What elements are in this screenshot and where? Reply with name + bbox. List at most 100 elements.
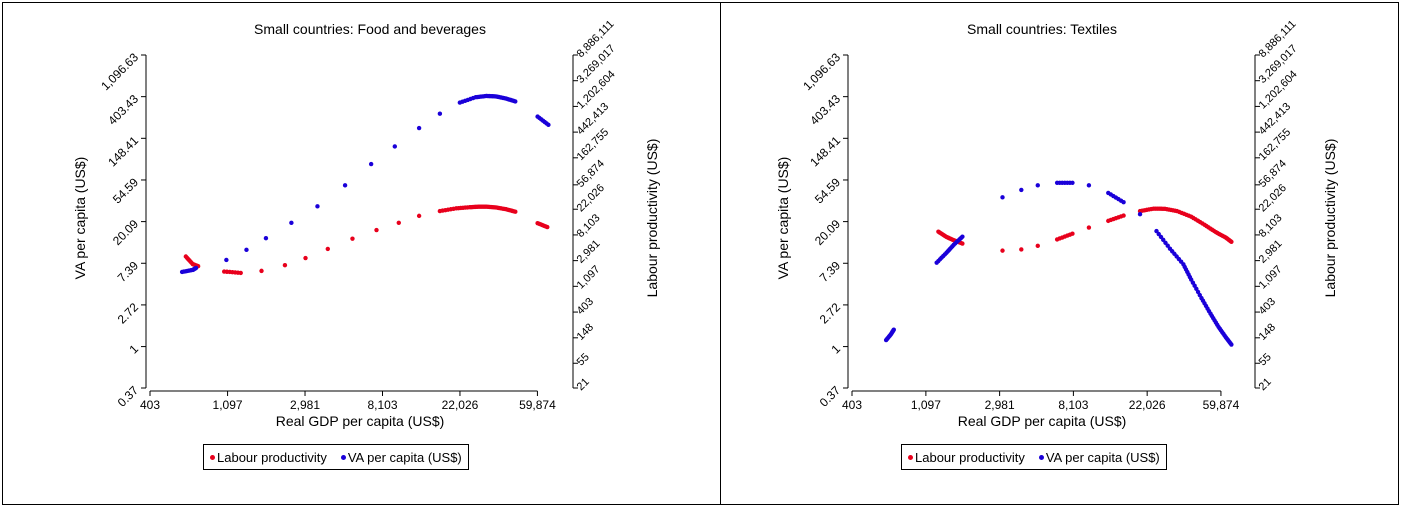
x-tick-label: 1,097 xyxy=(911,398,941,412)
y-tick-label: 1 xyxy=(828,342,843,357)
data-point xyxy=(891,327,896,332)
x-tick-label: 403 xyxy=(140,398,160,412)
data-point xyxy=(960,234,965,239)
legend: Labour productivity VA per capita (US$) xyxy=(203,444,469,470)
data-point xyxy=(545,224,550,230)
axes: 403 1,097 2,981 8,103 22,026 59,8740.3712.727… xyxy=(98,18,618,412)
x-tick-label: 22,026 xyxy=(1129,398,1166,412)
y2-tick-label: 21 xyxy=(1257,376,1274,393)
data-point xyxy=(1000,195,1005,200)
x-tick-label: 59,874 xyxy=(1203,398,1240,412)
data-point xyxy=(368,161,374,167)
data-point xyxy=(263,235,269,241)
x-tick-label: 403 xyxy=(842,398,862,412)
data-point xyxy=(1035,243,1040,249)
data-point xyxy=(513,209,518,214)
y-tick-label: 2.72 xyxy=(817,300,844,327)
series-labour xyxy=(183,204,550,276)
data-point xyxy=(238,270,243,276)
y-tick-label: 403.43 xyxy=(807,92,843,128)
chart-food-beverages: Small countries: Food and beverages Real… xyxy=(72,18,660,429)
y2-tick-label: 2,981 xyxy=(575,238,603,266)
y-tick-label: 0.37 xyxy=(817,383,844,410)
data-point xyxy=(303,255,308,261)
legend-marker-blue-dot xyxy=(1038,454,1044,460)
data-point xyxy=(350,236,355,241)
legend-label: Labour productivity xyxy=(217,449,327,465)
data-point xyxy=(1121,213,1126,218)
x-tick-label: 2,981 xyxy=(290,398,320,412)
legend-label: VA per capita (US$) xyxy=(1045,449,1160,465)
y-tick-label: 1 xyxy=(126,342,141,357)
data-point xyxy=(1019,187,1024,193)
x-tick-label: 8,103 xyxy=(1058,398,1088,412)
data-point xyxy=(224,257,229,263)
chart-title: Small countries: Textiles xyxy=(967,21,1117,37)
data-point xyxy=(513,99,518,104)
y2-tick-label: 21 xyxy=(575,376,592,393)
y2-tick-label: 148 xyxy=(575,321,596,342)
data-point xyxy=(416,213,422,219)
axes: 403 1,097 2,981 8,103 22,026 59,8740.3712.727… xyxy=(800,18,1300,412)
data-point xyxy=(1086,183,1092,188)
data-point xyxy=(1229,342,1234,347)
x-tick-label: 8,103 xyxy=(367,398,397,412)
chart-textiles: Small countries: Textiles Real GDP per c… xyxy=(775,18,1338,429)
data-point xyxy=(1000,248,1005,253)
x-tick-label: 1,097 xyxy=(213,398,243,412)
data-point xyxy=(1229,239,1234,245)
y-axis-label: VA per capita (US$) xyxy=(775,157,791,280)
y-tick-label: 20.09 xyxy=(812,217,843,248)
x-axis-label: Real GDP per capita (US$) xyxy=(958,413,1127,429)
data-point xyxy=(244,247,249,253)
data-point xyxy=(960,241,965,246)
data-point xyxy=(1086,225,1092,230)
y2-tick-label: 56,874 xyxy=(575,158,607,190)
legend-label: VA per capita (US$) xyxy=(347,449,462,465)
data-point xyxy=(396,220,401,225)
y-tick-label: 54.59 xyxy=(812,175,843,206)
legend-entry-labour-productivity: Labour productivity xyxy=(210,450,327,465)
y-tick-label: 1,096.63 xyxy=(800,50,843,93)
y-axis-label: VA per capita (US$) xyxy=(72,157,88,280)
data-point xyxy=(325,246,330,252)
legend-marker-red-dot xyxy=(210,454,215,460)
data-point xyxy=(342,183,348,188)
data-point xyxy=(1121,200,1126,205)
data-point xyxy=(289,220,294,226)
y2-tick-label: 56,874 xyxy=(1257,158,1289,190)
legend-marker-red-dot xyxy=(908,454,913,460)
data-point xyxy=(1137,212,1143,217)
data-point xyxy=(374,227,379,233)
y-tick-label: 7.39 xyxy=(115,258,142,285)
y-tick-label: 0.37 xyxy=(115,383,142,410)
y2-tick-label: 8,103 xyxy=(575,212,603,240)
legend: Labour productivity VA per capita (US$) xyxy=(901,444,1167,470)
legend-entry-va-per-capita: VA per capita (US$) xyxy=(1038,449,1160,465)
y-tick-label: 1,096.63 xyxy=(98,50,141,93)
y2-tick-label: 8,103 xyxy=(1257,212,1285,240)
series-labour xyxy=(936,206,1234,253)
y-tick-label: 20.09 xyxy=(110,217,141,248)
y-tick-label: 7.39 xyxy=(817,258,844,285)
data-point xyxy=(1070,180,1075,186)
data-point xyxy=(416,125,422,131)
y-tick-label: 403.43 xyxy=(105,92,141,128)
data-point xyxy=(546,122,551,128)
x-tick-label: 59,874 xyxy=(519,398,556,412)
y-tick-label: 54.59 xyxy=(110,175,141,206)
y-tick-label: 148.41 xyxy=(105,133,141,169)
y-tick-label: 148.41 xyxy=(807,133,843,169)
series-va xyxy=(179,93,551,275)
data-point xyxy=(392,144,398,149)
y2-tick-label: 403 xyxy=(1257,296,1278,317)
y2-tick-label: 1,097 xyxy=(1257,263,1285,291)
legend-marker-blue-dot xyxy=(340,454,346,460)
y2-axis-label: Labour productivity (US$) xyxy=(1322,139,1338,298)
series-va xyxy=(883,180,1234,347)
y2-axis-label: Labour productivity (US$) xyxy=(644,139,660,298)
y2-tick-label: 2,981 xyxy=(1257,238,1285,266)
y2-tick-label: 55 xyxy=(1257,351,1274,368)
y2-tick-label: 1,097 xyxy=(575,263,603,291)
